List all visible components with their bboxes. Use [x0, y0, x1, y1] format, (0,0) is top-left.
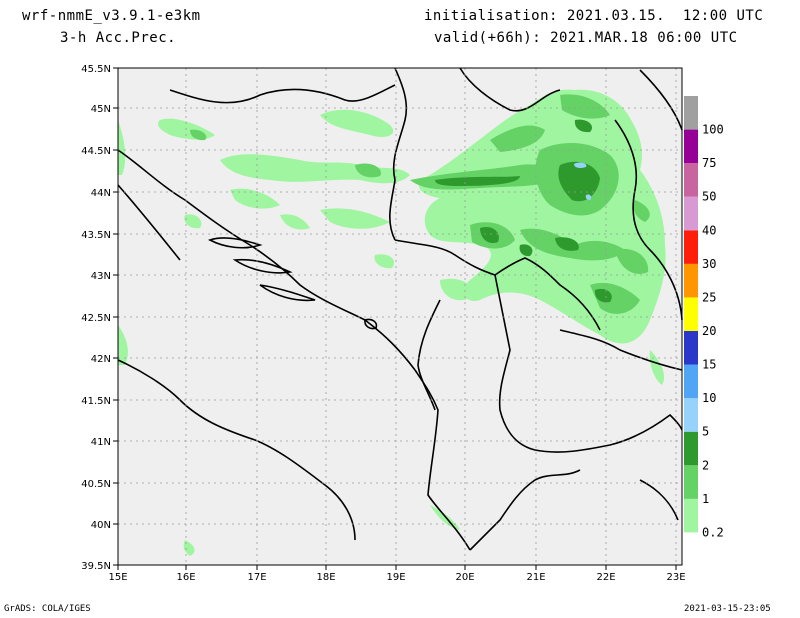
lat-label: 42N — [91, 354, 111, 365]
colorbar-segment — [684, 364, 698, 399]
colorbar-segment — [684, 163, 698, 197]
lat-label: 42.5N — [81, 313, 111, 324]
lon-label: 19E — [386, 572, 405, 583]
lon-labels: 15E 16E 17E 18E 19E 20E 21E 22E 23E — [108, 572, 685, 583]
colorbar-segment — [684, 532, 698, 566]
colorbar-label: 1 — [702, 492, 709, 506]
colorbar-label: 75 — [702, 156, 716, 170]
lat-label: 45N — [91, 104, 111, 115]
model-title: wrf-nmmE_v3.9.1-e3km — [22, 8, 201, 24]
lon-label: 21E — [526, 572, 545, 583]
colorbar-segment — [684, 230, 698, 264]
init-time: initialisation: 2021.03.15. 12:00 UTC — [424, 8, 764, 24]
lon-label: 22E — [596, 572, 615, 583]
colorbar-label: 10 — [702, 391, 716, 405]
field-title: 3-h Acc.Prec. — [60, 30, 177, 46]
gridlines — [118, 68, 682, 565]
colorbar-label: 100 — [702, 123, 724, 137]
colorbar-label: 30 — [702, 257, 716, 271]
colorbar-segment — [684, 96, 698, 130]
colorbar-label: 40 — [702, 223, 716, 237]
valid-time: valid(+66h): 2021.MAR.18 06:00 UTC — [434, 30, 738, 46]
grads-credit: GrADS: COLA/IGES — [4, 604, 91, 614]
lat-label: 40.5N — [81, 479, 111, 490]
colorbar-label: 15 — [702, 358, 716, 372]
colorbar-label: 5 — [702, 425, 709, 439]
colorbar-segment — [684, 331, 698, 365]
colorbar-segment — [684, 398, 698, 432]
colorbar-segment — [684, 498, 698, 533]
colorbar-segment — [684, 465, 698, 499]
lat-label: 45.5N — [81, 64, 111, 75]
colorbar-segment — [684, 297, 698, 331]
colorbar-label: 2 — [702, 458, 709, 472]
lat-label: 41N — [91, 437, 111, 448]
precip-areas — [118, 89, 666, 556]
lat-label: 40N — [91, 520, 111, 531]
colorbar-label: 25 — [702, 290, 716, 304]
lon-label: 16E — [176, 572, 195, 583]
colorbar-label: 20 — [702, 324, 716, 338]
lon-label: 18E — [316, 572, 335, 583]
lat-label: 44.5N — [81, 146, 111, 157]
colorbar-segment — [684, 196, 698, 231]
axis-ticks — [113, 67, 677, 570]
lon-label: 20E — [455, 572, 474, 583]
lat-label: 44N — [91, 188, 111, 199]
lat-label: 41.5N — [81, 396, 111, 407]
render-timestamp: 2021-03-15-23:05 — [684, 604, 771, 614]
colorbar-segment — [684, 431, 698, 466]
lon-label: 15E — [108, 572, 127, 583]
colorbar-label: 0.2 — [702, 525, 724, 539]
coastlines-borders — [117, 67, 683, 551]
lat-label: 43N — [91, 271, 111, 282]
lon-label: 23E — [666, 572, 685, 583]
colorbar-segment — [684, 129, 698, 164]
colorbar-label: 50 — [702, 190, 716, 204]
lon-label: 17E — [247, 572, 266, 583]
colorbar-segment — [684, 263, 698, 298]
lat-labels: 45.5N 45N 44.5N 44N 43.5N 43N 42.5N 42N … — [81, 64, 111, 572]
lat-label: 43.5N — [81, 230, 111, 241]
lat-label: 39.5N — [81, 561, 111, 572]
